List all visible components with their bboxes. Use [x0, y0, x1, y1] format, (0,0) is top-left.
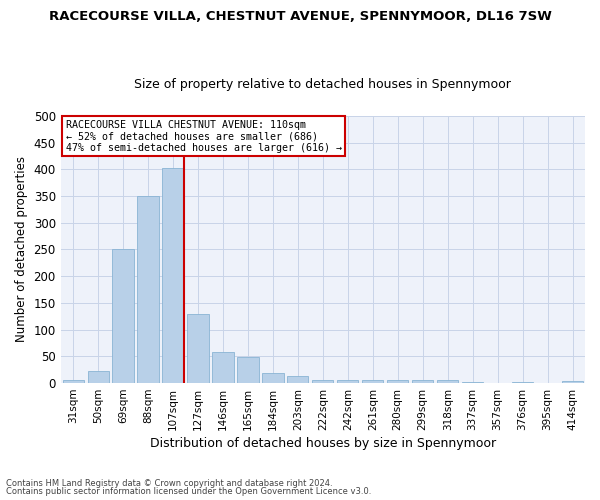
Bar	[512, 382, 533, 383]
Bar	[437, 380, 458, 383]
Bar	[112, 250, 134, 383]
Bar	[337, 380, 358, 383]
Bar	[88, 371, 109, 383]
Bar	[212, 352, 233, 383]
Title: Size of property relative to detached houses in Spennymoor: Size of property relative to detached ho…	[134, 78, 511, 91]
Bar	[238, 358, 259, 383]
Bar	[262, 374, 284, 383]
Bar	[312, 380, 334, 383]
Text: RACECOURSE VILLA CHESTNUT AVENUE: 110sqm
← 52% of detached houses are smaller (6: RACECOURSE VILLA CHESTNUT AVENUE: 110sqm…	[66, 120, 342, 153]
Bar	[187, 314, 209, 383]
Bar	[387, 380, 409, 383]
Bar	[462, 382, 483, 383]
Bar	[137, 196, 158, 383]
Bar	[287, 376, 308, 383]
Bar	[62, 380, 84, 383]
Text: Contains HM Land Registry data © Crown copyright and database right 2024.: Contains HM Land Registry data © Crown c…	[6, 478, 332, 488]
Y-axis label: Number of detached properties: Number of detached properties	[15, 156, 28, 342]
Bar	[412, 380, 433, 383]
Text: Contains public sector information licensed under the Open Government Licence v3: Contains public sector information licen…	[6, 487, 371, 496]
Text: RACECOURSE VILLA, CHESTNUT AVENUE, SPENNYMOOR, DL16 7SW: RACECOURSE VILLA, CHESTNUT AVENUE, SPENN…	[49, 10, 551, 23]
Bar	[562, 382, 583, 383]
X-axis label: Distribution of detached houses by size in Spennymoor: Distribution of detached houses by size …	[150, 437, 496, 450]
Bar	[362, 380, 383, 383]
Bar	[163, 168, 184, 383]
